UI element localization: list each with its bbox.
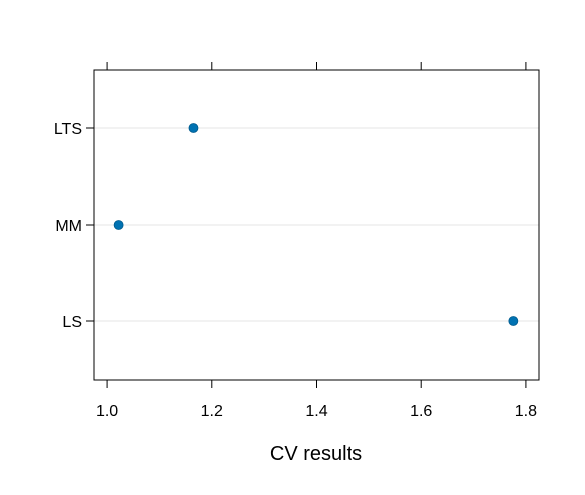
data-points <box>113 123 519 326</box>
y-tick-label-ls: LS <box>62 314 82 331</box>
y-tick-label-mm: MM <box>55 218 82 235</box>
data-point-mm <box>113 220 124 230</box>
x-tick-label-0: 1.0 <box>96 403 118 420</box>
data-point-ls <box>508 316 519 326</box>
axis-ticks <box>86 62 527 388</box>
grid-lines <box>94 127 539 322</box>
x-tick-label-4: 1.8 <box>515 403 537 420</box>
data-point-lts <box>188 123 199 133</box>
x-axis-title: CV results <box>270 443 362 465</box>
y-axis-labels: LTS MM LS <box>54 121 82 331</box>
x-tick-label-3: 1.6 <box>410 403 432 420</box>
y-tick-label-lts: LTS <box>54 121 82 138</box>
x-tick-label-1: 1.2 <box>201 403 223 420</box>
x-tick-label-2: 1.4 <box>305 403 327 420</box>
x-axis-tick-labels: 1.0 1.2 1.4 1.6 1.8 <box>96 403 537 420</box>
